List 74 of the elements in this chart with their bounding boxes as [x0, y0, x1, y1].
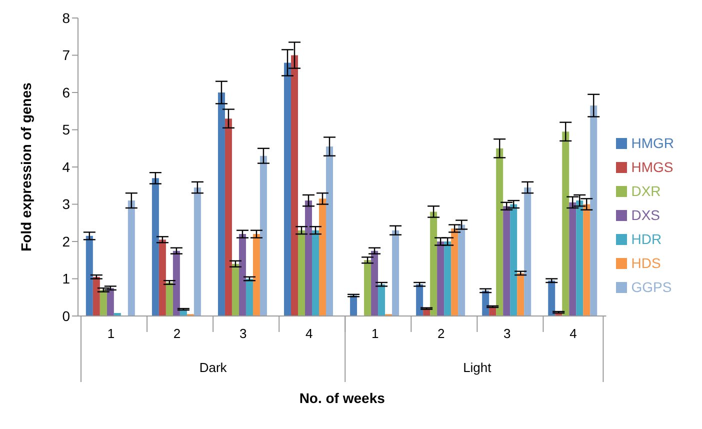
bar: [100, 290, 107, 316]
bar: [246, 278, 253, 316]
x-tick-label: 2: [173, 326, 181, 341]
bar: [378, 284, 386, 316]
bar: [371, 250, 378, 316]
bar: [576, 200, 584, 316]
bar: [291, 55, 298, 316]
bar: [106, 288, 114, 316]
bar: [524, 187, 532, 316]
bar: [562, 132, 570, 316]
bar: [224, 118, 232, 316]
bar: [194, 187, 201, 316]
bar: [92, 276, 100, 316]
bar: [284, 62, 292, 316]
legend-label: HMGR: [631, 134, 674, 150]
bar: [232, 264, 239, 316]
bar: [444, 242, 452, 316]
legend-label: HMGS: [631, 158, 674, 174]
bar: [496, 148, 504, 316]
bar: [152, 178, 159, 316]
bar: [437, 242, 444, 316]
y-tick-label: 0: [62, 308, 70, 324]
bar: [298, 230, 306, 316]
text: Light: [463, 360, 492, 375]
y-tick-label: 4: [62, 158, 70, 175]
bar: [305, 200, 312, 316]
x-tick-label: 2: [438, 326, 445, 341]
bar: [583, 204, 590, 316]
legend-label: GGPS: [631, 278, 672, 294]
bar: [158, 240, 166, 316]
text: Dark: [199, 360, 228, 375]
y-tick-label: 2: [62, 233, 70, 250]
y-axis-title: Fold expression of genes: [18, 82, 34, 252]
bar: [260, 156, 267, 316]
bar: [218, 92, 225, 316]
bar: [548, 280, 556, 316]
x-tick-label: 1: [107, 326, 115, 341]
legend-label: HDS: [631, 254, 661, 270]
bar: [326, 146, 334, 316]
legend-label: DXR: [631, 182, 661, 198]
bar: [319, 198, 326, 316]
legend-label: DXS: [631, 206, 660, 222]
bar: [312, 230, 320, 316]
bar: [590, 106, 598, 316]
x-axis-title: No. of weeks: [299, 390, 386, 406]
bar: [430, 212, 438, 316]
x-tick-label: 3: [504, 326, 511, 341]
bar: [482, 290, 490, 316]
bar: [350, 296, 358, 316]
bar: [451, 228, 458, 316]
bar: [166, 282, 173, 316]
y-tick-label: 8: [62, 10, 70, 26]
legend-label: HDR: [631, 230, 662, 246]
bar: [252, 234, 260, 316]
bar: [569, 202, 576, 316]
bar: [172, 250, 180, 316]
y-tick-label: 6: [62, 84, 70, 100]
y-tick-label: 5: [62, 122, 70, 138]
x-tick-label: 4: [305, 326, 313, 341]
bar: [238, 234, 246, 316]
bar: [128, 200, 135, 316]
y-tick-label: 1: [62, 270, 70, 287]
bar: [392, 230, 400, 316]
x-tick-label: 3: [239, 326, 247, 341]
y-tick-label: 3: [62, 196, 70, 212]
x-tick-label: 1: [372, 326, 379, 341]
x-tick-label: 4: [570, 326, 577, 341]
y-tick-label: 7: [62, 47, 70, 64]
bar: [510, 204, 518, 316]
bar: [458, 224, 466, 316]
bar: [517, 273, 524, 316]
bar: [86, 236, 93, 316]
bar: [364, 260, 372, 316]
bar: [503, 206, 510, 316]
